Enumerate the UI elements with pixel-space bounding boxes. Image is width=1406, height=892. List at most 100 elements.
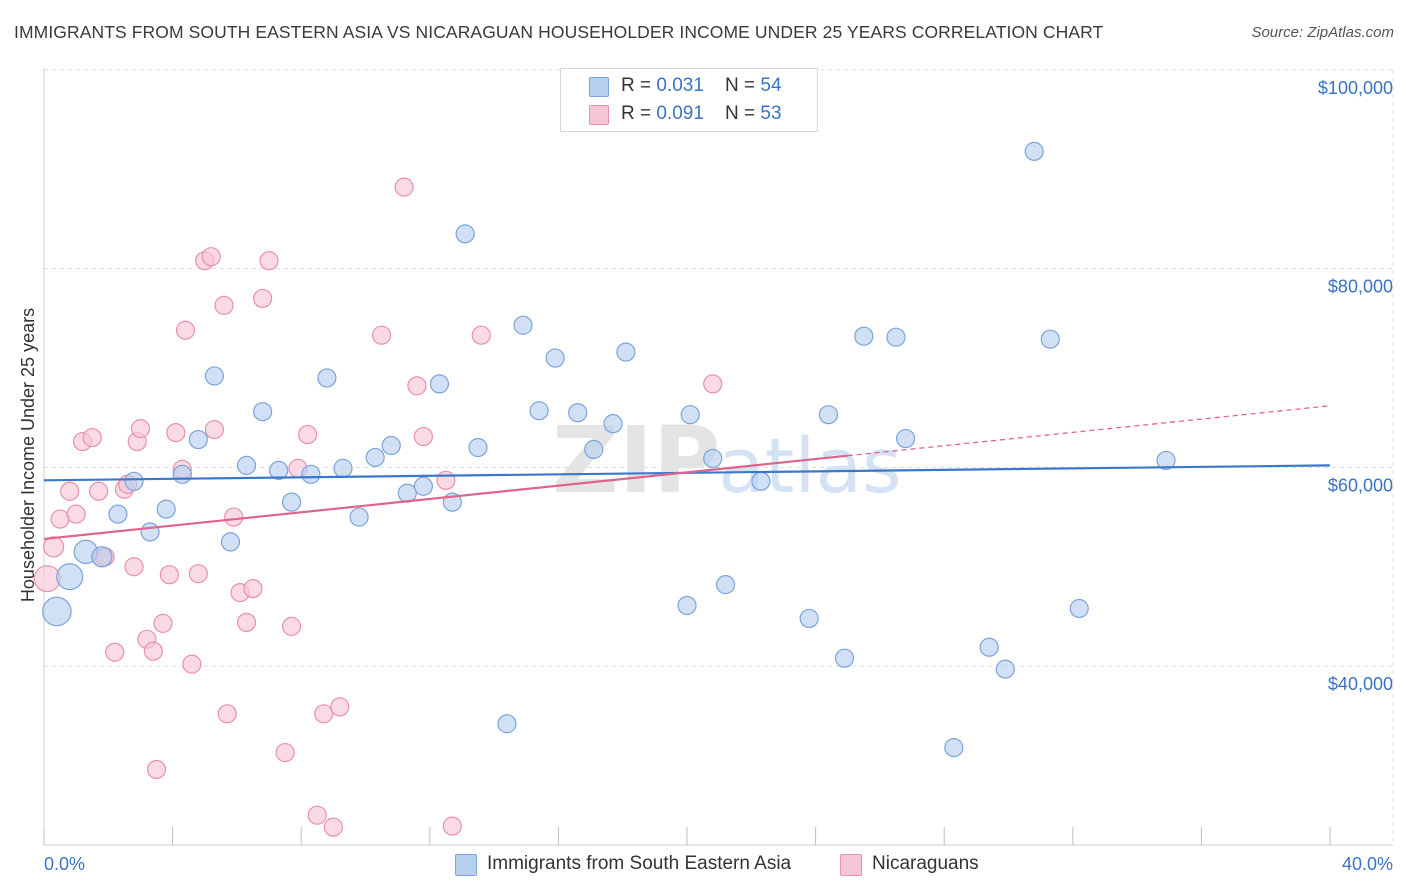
point-nicaraguans bbox=[314, 704, 334, 724]
point-nicaraguans bbox=[407, 376, 427, 396]
point-nicaraguans bbox=[394, 177, 414, 197]
point-sea bbox=[156, 499, 176, 519]
point-sea bbox=[818, 405, 839, 425]
y-tick-label: $40,000 bbox=[1328, 674, 1393, 694]
point-sea bbox=[281, 492, 302, 512]
watermark-zip: ZIP bbox=[552, 407, 720, 514]
point-nicaraguans bbox=[281, 616, 302, 636]
point-sea bbox=[751, 471, 771, 491]
legend-n-value: 53 bbox=[760, 103, 782, 124]
point-nicaraguans bbox=[307, 805, 327, 825]
legend-n-label: N = bbox=[725, 103, 761, 124]
point-nicaraguans bbox=[82, 427, 102, 448]
point-sea bbox=[854, 326, 874, 346]
point-nicaraguans bbox=[124, 557, 144, 577]
point-sea bbox=[397, 483, 417, 503]
point-sea bbox=[545, 348, 565, 368]
legend-swatch-nicaraguans bbox=[589, 105, 609, 125]
point-nicaraguans bbox=[259, 251, 279, 271]
point-sea bbox=[616, 342, 636, 362]
point-nicaraguans bbox=[298, 424, 318, 445]
watermark: ZIP atlas bbox=[552, 407, 902, 514]
point-nicaraguans bbox=[275, 742, 295, 763]
point-sea bbox=[886, 327, 906, 347]
point-nicaraguans bbox=[471, 325, 491, 345]
point-sea bbox=[979, 637, 999, 657]
axes bbox=[43, 68, 1393, 846]
point-sea bbox=[944, 738, 964, 758]
trend-line-nicaraguans bbox=[43, 454, 848, 541]
point-sea bbox=[124, 471, 144, 491]
trend-line-nicaraguans-extrapolated bbox=[847, 405, 1331, 457]
point-sea bbox=[677, 595, 697, 616]
point-sea bbox=[429, 374, 450, 394]
point-nicaraguans bbox=[66, 504, 86, 524]
point-sea bbox=[896, 428, 916, 449]
legend-n-label: N = bbox=[725, 75, 761, 96]
point-sea bbox=[56, 563, 84, 591]
point-sea bbox=[91, 546, 113, 568]
point-nicaraguans bbox=[89, 481, 109, 501]
point-sea bbox=[349, 507, 369, 527]
point-nicaraguans bbox=[214, 295, 234, 315]
trend-lines bbox=[43, 405, 1331, 541]
point-sea bbox=[204, 366, 224, 386]
point-nicaraguans bbox=[50, 509, 70, 529]
legend-swatch-sea bbox=[589, 77, 609, 97]
point-nicaraguans bbox=[201, 247, 221, 267]
point-nicaraguans bbox=[217, 704, 237, 724]
point-nicaraguans bbox=[175, 320, 196, 340]
point-sea bbox=[715, 575, 736, 595]
point-sea bbox=[172, 464, 192, 484]
point-nicaraguans bbox=[330, 697, 350, 717]
point-nicaraguans bbox=[105, 642, 125, 662]
point-sea bbox=[236, 455, 257, 475]
point-nicaraguans bbox=[224, 507, 244, 527]
point-nicaraguans bbox=[130, 419, 151, 439]
point-sea bbox=[1069, 598, 1089, 619]
bottom-legend-label-nicaraguans: Nicaraguans bbox=[872, 853, 979, 874]
point-nicaraguans bbox=[166, 422, 186, 443]
point-nicaraguans bbox=[43, 536, 65, 558]
point-sea bbox=[301, 464, 321, 484]
point-sea bbox=[1024, 141, 1044, 161]
point-nicaraguans bbox=[204, 420, 224, 440]
point-sea bbox=[253, 402, 273, 422]
point-sea bbox=[703, 448, 723, 469]
point-sea bbox=[603, 414, 623, 434]
series-sea-points bbox=[42, 141, 1176, 758]
point-sea bbox=[42, 596, 72, 627]
y-tick-labels: $40,000 $60,000 $80,000 $100,000 bbox=[1318, 78, 1393, 694]
point-nicaraguans bbox=[253, 288, 273, 309]
point-nicaraguans bbox=[442, 816, 462, 836]
point-sea bbox=[1040, 329, 1060, 349]
point-sea bbox=[365, 447, 385, 468]
y-tick-label: $60,000 bbox=[1328, 475, 1393, 495]
point-nicaraguans bbox=[146, 759, 167, 780]
point-sea bbox=[108, 504, 128, 524]
y-tick-label: $80,000 bbox=[1328, 277, 1393, 297]
bottom-legend-swatch-sea bbox=[455, 854, 477, 876]
point-sea bbox=[269, 460, 289, 480]
point-sea bbox=[317, 368, 337, 388]
legend-r-label: R = bbox=[621, 103, 657, 124]
point-sea bbox=[140, 522, 160, 542]
point-nicaraguans bbox=[159, 565, 179, 585]
x-tick-label-min: 0.0% bbox=[44, 854, 85, 874]
point-nicaraguans bbox=[33, 565, 61, 593]
bottom-legend-swatch-nicaraguans bbox=[840, 854, 862, 876]
chart-title: IMMIGRANTS FROM SOUTH EASTERN ASIA VS NI… bbox=[14, 22, 1104, 42]
point-sea bbox=[333, 458, 353, 478]
point-nicaraguans bbox=[436, 470, 456, 490]
legend-n-value: 54 bbox=[760, 75, 782, 96]
point-sea bbox=[834, 648, 855, 668]
y-tick-label: $100,000 bbox=[1318, 78, 1393, 98]
legend-r-label: R = bbox=[621, 75, 657, 96]
point-nicaraguans bbox=[413, 426, 433, 447]
point-nicaraguans bbox=[143, 641, 163, 661]
point-nicaraguans bbox=[153, 613, 173, 633]
point-nicaraguans bbox=[323, 817, 343, 837]
point-sea bbox=[584, 439, 604, 460]
stats-legend: R = 0.031 N = 54 R = 0.091 N = 53 bbox=[560, 68, 818, 132]
